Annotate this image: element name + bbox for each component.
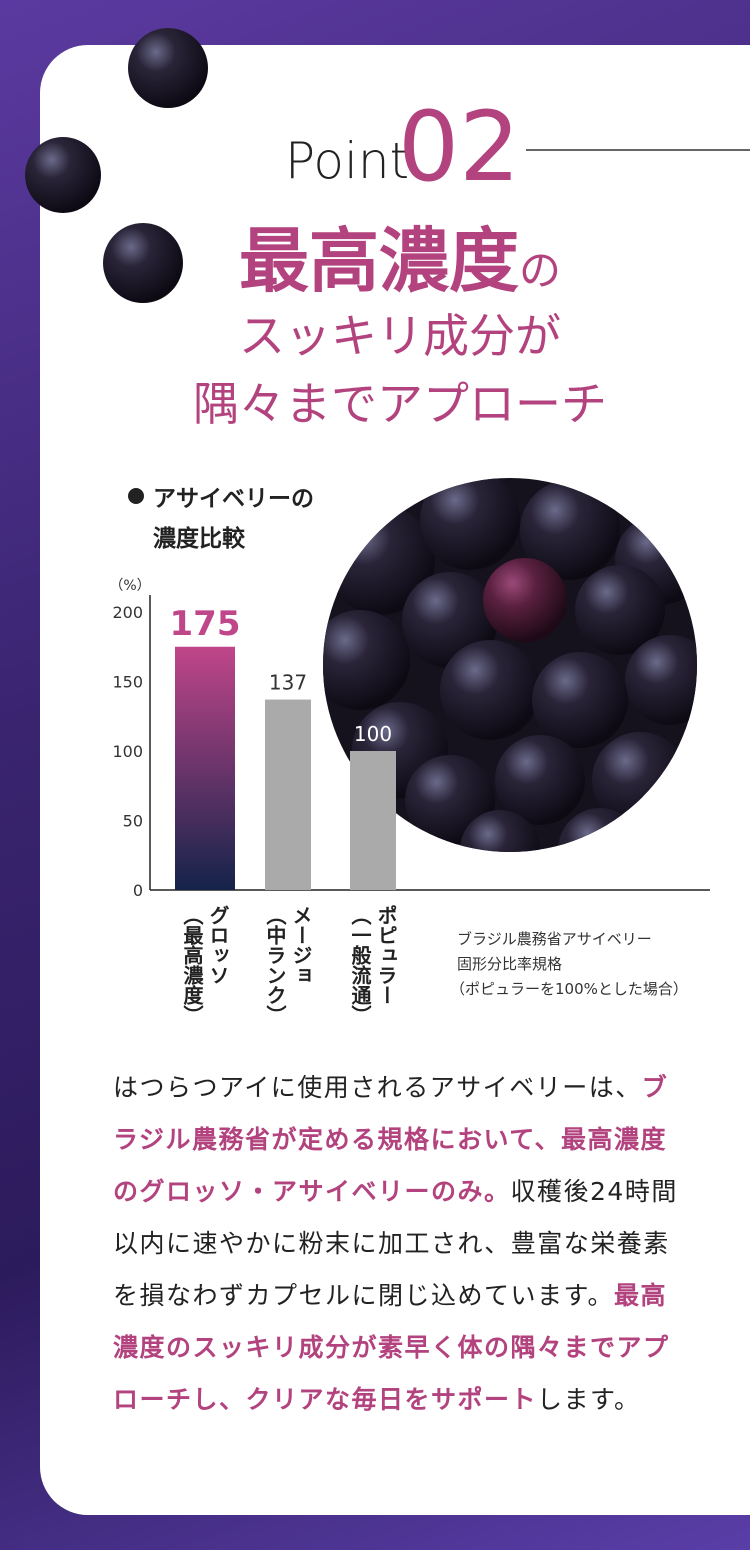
emphasis-text: ブラジル農務省が定める規格において、最高濃度のグロッソ・アサイベリーのみ。 (113, 1073, 669, 1206)
text: します。 (537, 1385, 641, 1414)
photo-berry (420, 478, 520, 570)
photo-berry (520, 480, 620, 580)
y-tick-label: 150 (112, 673, 143, 692)
photo-berry (495, 735, 585, 825)
text: はつらつアイに使用されるアサイベリーは、 (113, 1073, 642, 1102)
emphasis-text: 最高濃度のスッキリ成分が素早く体の隅々までアプローチし、クリアな毎日をサポート (113, 1281, 670, 1414)
category-label: ポピュラー （一般流通） (347, 905, 399, 1045)
point-number: 02 (398, 91, 520, 203)
photo-berry (625, 635, 697, 725)
category-name: ポピュラー (374, 905, 398, 1005)
y-tick-label: 100 (112, 742, 143, 761)
category-note: （一般流通） (348, 905, 372, 1025)
category-note: （中ランク） (263, 905, 287, 1025)
footnote: （ポピュラーを100%とした場合） (450, 980, 688, 998)
y-axis-label: （%） (109, 578, 150, 594)
chart-title: 濃度比較 (153, 525, 246, 552)
headline-particle: の (519, 246, 561, 295)
bar (175, 646, 235, 890)
photo-berry (460, 810, 540, 852)
photo-berry (575, 565, 665, 655)
bar (265, 699, 311, 890)
category-label: グロッソ （最高濃度） (179, 905, 231, 1045)
headline-1: 最高濃度の (239, 219, 561, 302)
body-text: はつらつアイに使用されるアサイベリーは、ブラジル農務省が定める規格において、最高… (113, 1062, 691, 1426)
decor-berries (25, 28, 208, 303)
category-label: メージョ （中ランク） (262, 905, 314, 1045)
value-label: 175 (170, 604, 241, 644)
point-label: Point (285, 132, 409, 190)
bar (350, 751, 396, 890)
y-tick-label: 0 (133, 881, 143, 900)
photo-berry (323, 610, 410, 710)
y-tick-label: 50 (123, 812, 143, 831)
value-label: 100 (354, 722, 392, 746)
headline-2: スッキリ成分が (239, 309, 561, 363)
photo-berry (558, 808, 642, 852)
headline-3: 隅々までアプローチ (193, 377, 607, 431)
value-label: 137 (269, 671, 307, 695)
category-name: メージョ (289, 905, 313, 985)
y-tick-label: 200 (112, 603, 143, 622)
category-note: （最高濃度） (180, 905, 204, 1025)
title-bullet (128, 488, 144, 504)
footnote: ブラジル農務省アサイベリー (457, 930, 652, 948)
text: 収穫後24時間以内に速やかに粉末に加工され、豊富な栄養素を損なわずカプセルに閉じ… (113, 1177, 678, 1310)
category-name: グロッソ (206, 905, 230, 985)
footnote: 固形分比率規格 (457, 955, 562, 973)
photo-berry (532, 652, 628, 748)
headline-main: 最高濃度 (239, 219, 519, 302)
chart-title: アサイベリーの (153, 486, 314, 512)
photo-berry (440, 640, 540, 740)
photo-berry (483, 558, 567, 642)
